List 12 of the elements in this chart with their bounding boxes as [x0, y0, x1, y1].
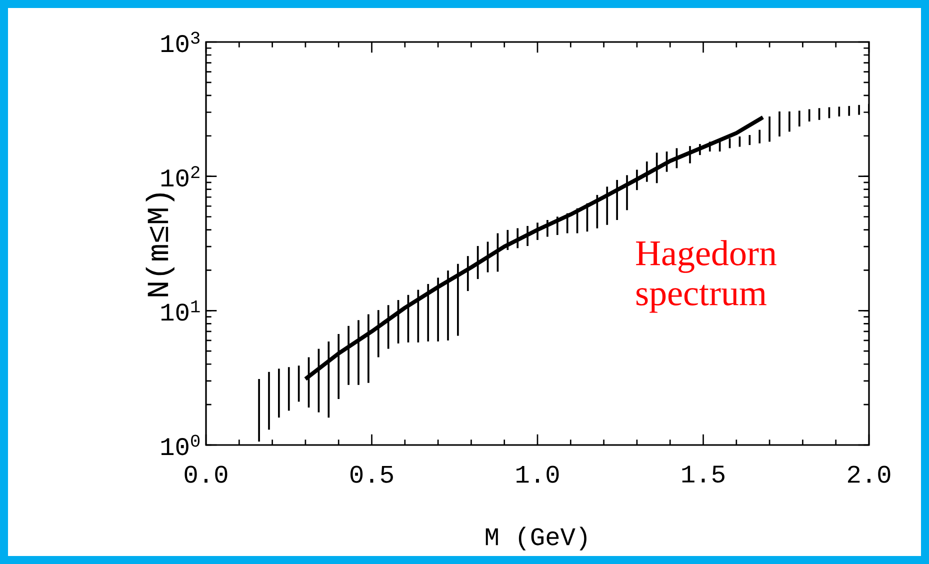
- x-tick-label: 1.0: [516, 466, 559, 483]
- annotation: Hagedorn spectrum: [636, 240, 776, 313]
- x-tick-label: 0.0: [184, 466, 228, 483]
- x-tick-label: 1.5: [682, 466, 724, 483]
- y-tick-label: 10$^{0}$: [161, 434, 200, 456]
- y-tick-label: 10$^{2}$: [161, 166, 200, 187]
- x-tick-label: 2.0: [848, 466, 890, 483]
- y-axis-title: N(m≤M): [146, 193, 174, 296]
- y-tick-label: 10$^{1}$: [161, 300, 200, 321]
- x-axis-title: M (GeV): [486, 526, 586, 550]
- x-tick-label: 0.5: [350, 466, 393, 483]
- y-tick-label: 10$^{3}$: [161, 32, 200, 52]
